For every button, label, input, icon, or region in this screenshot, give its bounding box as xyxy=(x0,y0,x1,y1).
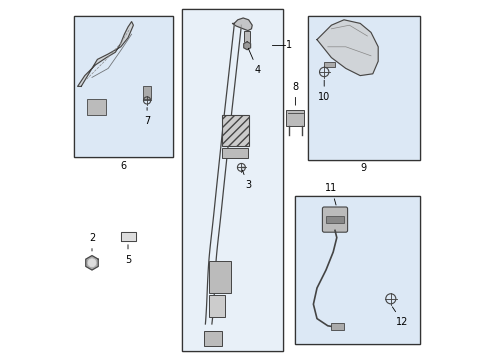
FancyBboxPatch shape xyxy=(322,207,347,232)
Bar xyxy=(286,110,304,126)
Text: 3: 3 xyxy=(243,170,251,190)
Text: 7: 7 xyxy=(144,108,150,126)
Bar xyxy=(209,261,231,293)
Bar xyxy=(326,216,344,223)
Text: 11: 11 xyxy=(325,183,338,205)
Bar xyxy=(87,99,106,115)
Text: 4: 4 xyxy=(248,48,261,75)
Bar xyxy=(308,16,419,160)
Bar xyxy=(221,148,247,158)
Bar xyxy=(221,115,248,146)
Bar xyxy=(74,16,173,157)
Circle shape xyxy=(88,259,96,267)
Polygon shape xyxy=(232,18,252,31)
Text: 8: 8 xyxy=(293,82,298,105)
Text: 5: 5 xyxy=(125,245,131,265)
Text: 1: 1 xyxy=(286,40,293,50)
Bar xyxy=(295,196,419,344)
Bar xyxy=(308,16,419,160)
Bar xyxy=(182,9,283,351)
Bar xyxy=(245,31,250,45)
Polygon shape xyxy=(121,232,136,241)
Polygon shape xyxy=(317,20,378,76)
Bar xyxy=(143,86,151,99)
Bar xyxy=(324,62,335,67)
Bar xyxy=(209,295,225,317)
Polygon shape xyxy=(86,256,98,270)
Text: 10: 10 xyxy=(318,80,330,102)
Bar xyxy=(331,323,344,330)
Text: 9: 9 xyxy=(361,163,367,173)
Bar xyxy=(182,9,283,351)
Bar xyxy=(295,196,419,344)
Bar xyxy=(74,16,173,157)
Polygon shape xyxy=(244,42,250,50)
Bar xyxy=(204,331,221,346)
Text: 12: 12 xyxy=(392,307,409,327)
Text: 6: 6 xyxy=(121,161,127,171)
Polygon shape xyxy=(77,22,133,86)
Text: 2: 2 xyxy=(89,233,95,251)
